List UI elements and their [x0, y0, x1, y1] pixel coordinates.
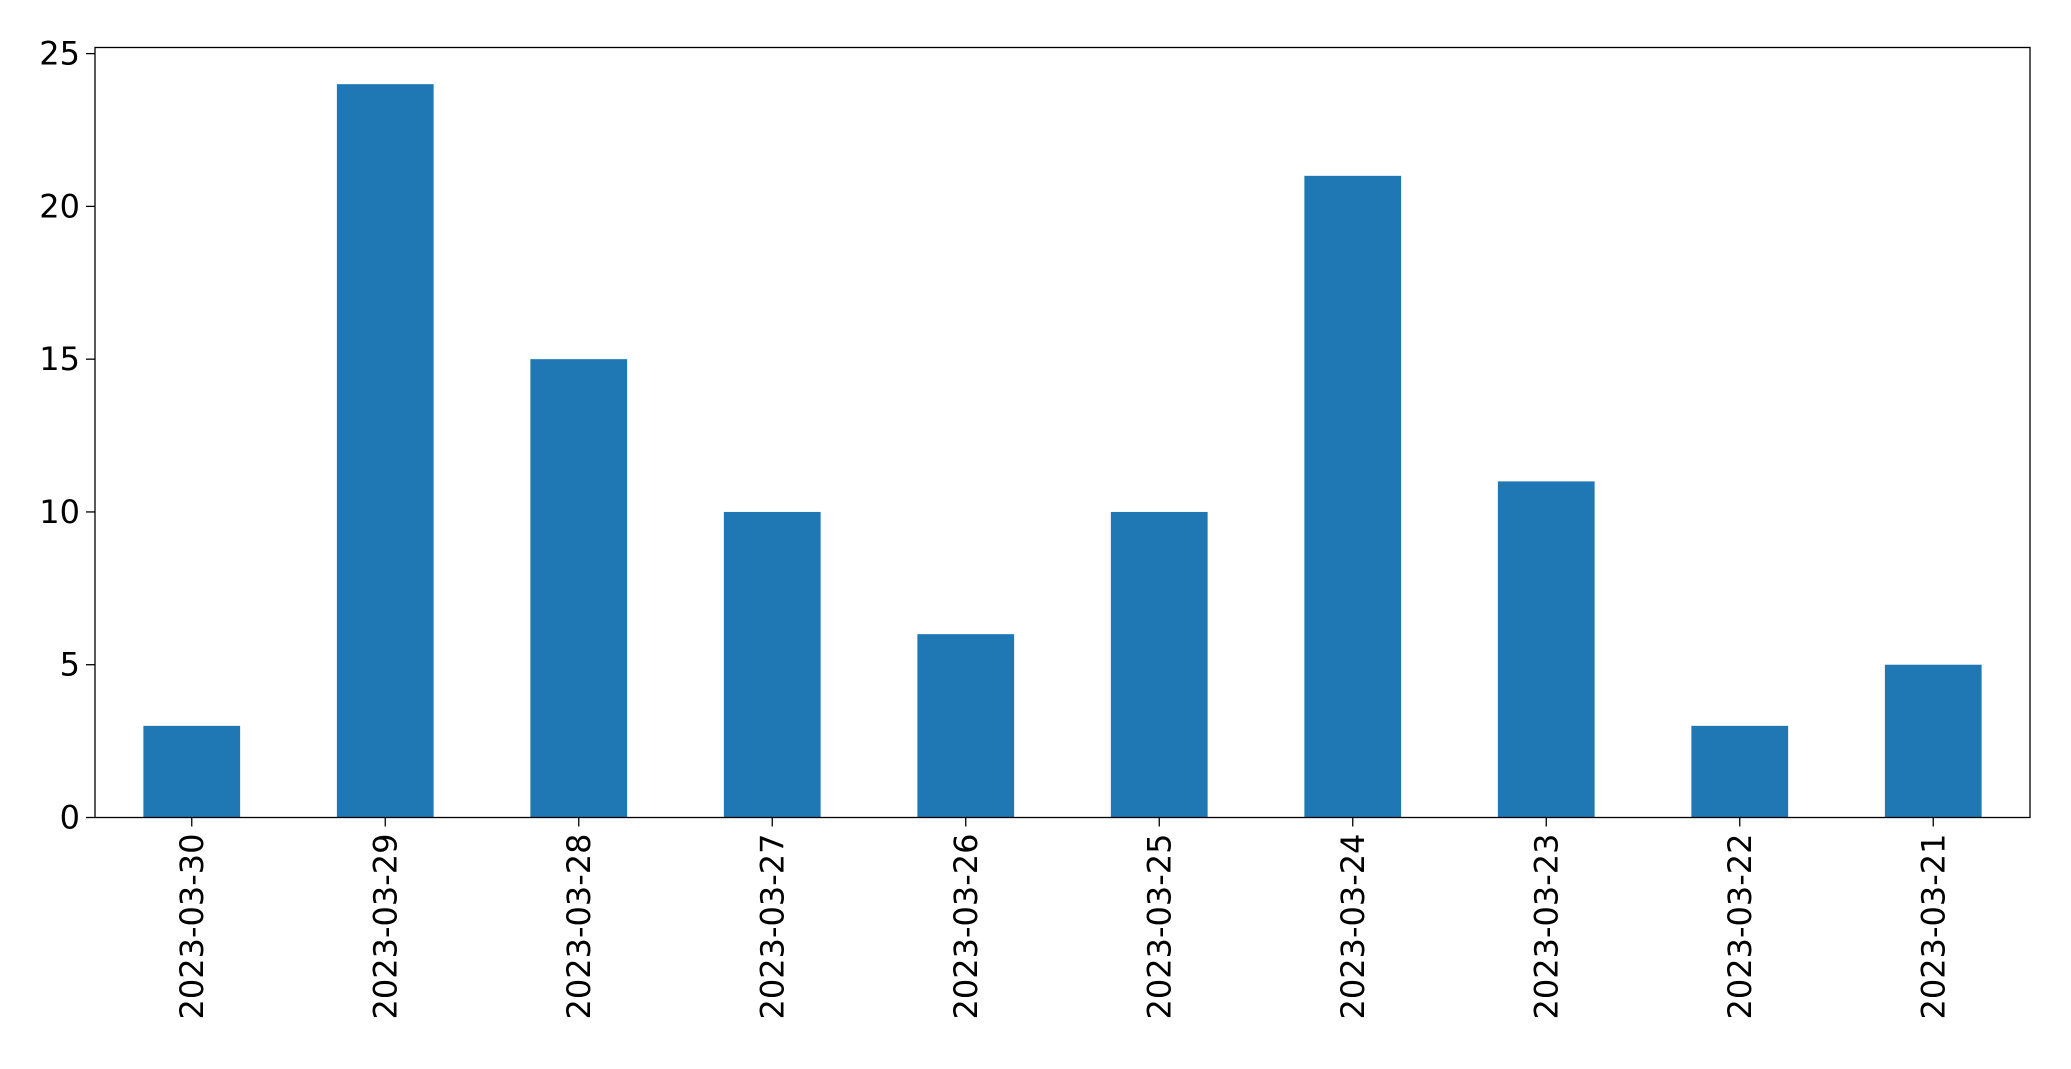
y-tick-label: 20: [39, 187, 80, 225]
x-tick-label: 2023-03-30: [173, 834, 211, 1020]
bar: [1304, 175, 1402, 818]
bar: [143, 725, 241, 818]
x-tick-label: 2023-03-22: [1721, 834, 1759, 1020]
x-tick-label: 2023-03-21: [1914, 834, 1952, 1020]
bar: [917, 634, 1015, 818]
bar: [1110, 511, 1208, 818]
y-tick-label: 10: [39, 493, 80, 531]
y-tick-label: 0: [60, 799, 80, 837]
x-tick-label: 2023-03-28: [560, 834, 598, 1020]
bar: [1884, 664, 1982, 818]
x-tick-label: 2023-03-29: [366, 834, 404, 1020]
bar: [723, 511, 821, 818]
bar: [530, 359, 628, 818]
axes-frame: [94, 46, 2031, 819]
x-tick-label: 2023-03-23: [1527, 834, 1565, 1020]
x-tick-label: 2023-03-27: [753, 834, 791, 1020]
bar: [336, 84, 434, 818]
bar: [1691, 725, 1789, 818]
x-tick-label: 2023-03-24: [1334, 834, 1372, 1020]
x-tick-label: 2023-03-26: [947, 834, 985, 1020]
bar: [1497, 481, 1595, 818]
y-tick-label: 5: [60, 646, 80, 684]
x-tick-label: 2023-03-25: [1140, 834, 1178, 1020]
y-tick-label: 25: [39, 35, 80, 73]
y-tick-label: 15: [39, 340, 80, 378]
